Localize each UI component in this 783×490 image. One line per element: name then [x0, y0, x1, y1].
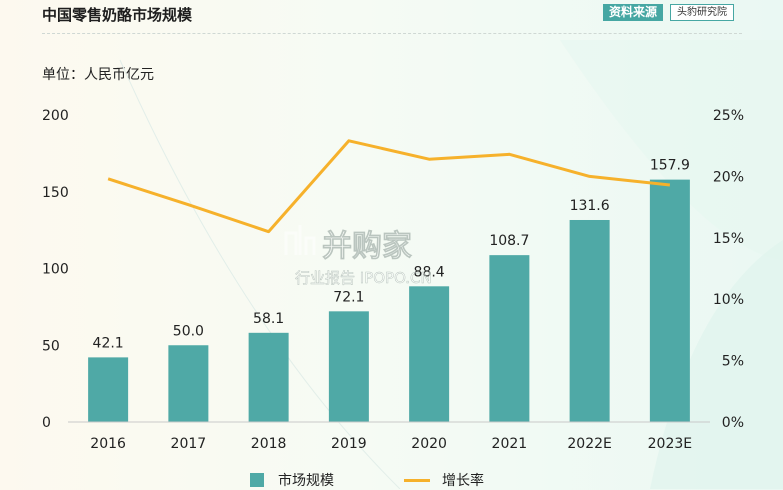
bg-decor-shape: [560, 40, 783, 260]
x-tick-label: 2016: [90, 436, 126, 452]
bg-decor-curve: [119, 59, 401, 489]
source-tag: 资料来源: [603, 4, 664, 21]
y-right-tick-label: 25%: [713, 108, 744, 124]
bar-data-label: 50.0: [173, 323, 204, 339]
y-left-tick-label: 100: [42, 262, 69, 278]
y-left-tick-label: 50: [42, 338, 60, 354]
legend-label-bar: 市场规模: [278, 473, 334, 489]
legend-swatch-bar: [250, 473, 264, 487]
y-right-tick-label: 5%: [722, 354, 744, 370]
y-left-tick-label: 200: [42, 108, 69, 124]
bar-data-label: 157.9: [650, 158, 690, 174]
y-left-tick-label: 0: [42, 415, 51, 431]
watermark-logo-icon: [284, 225, 316, 255]
bar: [569, 219, 610, 422]
chart-title: 中国零售奶酪市场规模: [42, 6, 193, 24]
legend-label-line: 增长率: [442, 473, 484, 489]
bar-data-label: 131.6: [570, 198, 610, 214]
bar-data-label: 42.1: [93, 335, 124, 351]
header-divider: [42, 33, 742, 34]
growth-rate-line: [107, 139, 671, 234]
watermark-sub: 行业报告 IPOPO.CN: [295, 269, 432, 287]
x-tick-label: 2020: [411, 436, 447, 452]
bar: [88, 357, 129, 422]
x-tick-label: 2018: [251, 436, 287, 452]
y-right-tick-label: 0%: [722, 415, 744, 431]
y-left-tick-label: 150: [42, 185, 69, 201]
x-tick-label: 2017: [171, 436, 207, 452]
bar-data-label: 88.4: [414, 264, 445, 280]
bar: [328, 311, 369, 422]
y-right-tick-label: 15%: [713, 231, 744, 247]
y-right-tick-label: 10%: [713, 292, 744, 308]
x-tick-label: 2023E: [648, 436, 692, 452]
bar: [649, 179, 690, 422]
x-tick-label: 2021: [492, 436, 528, 452]
bar: [168, 345, 209, 422]
y-right-tick-label: 20%: [713, 169, 744, 185]
bar-data-label: 72.1: [333, 289, 364, 305]
unit-label: 单位：人民币亿元: [42, 67, 154, 83]
bar: [248, 332, 289, 422]
bar: [409, 286, 450, 422]
x-tick-label: 2022E: [567, 436, 611, 452]
bar-data-label: 108.7: [489, 233, 529, 249]
watermark-brand: 并购家: [322, 229, 412, 264]
bar-data-label: 58.1: [253, 311, 284, 327]
source-name: 头豹研究院: [670, 4, 734, 21]
legend-swatch-line: [404, 479, 430, 482]
bar: [489, 255, 530, 422]
bg-decor-shape: [650, 240, 783, 489]
x-tick-label: 2019: [331, 436, 367, 452]
